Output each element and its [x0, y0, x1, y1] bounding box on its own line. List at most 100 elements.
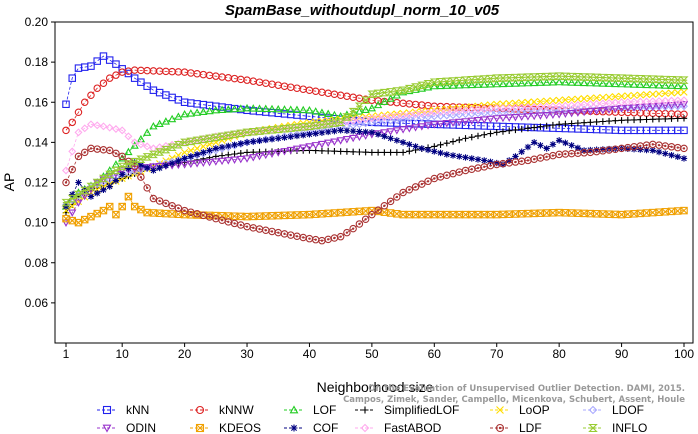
data-point — [367, 103, 377, 112]
data-point-dot — [626, 146, 630, 149]
data-point — [74, 128, 83, 137]
data-point — [155, 148, 165, 156]
data-point-dot — [145, 186, 149, 190]
data-point — [167, 143, 177, 151]
data-point — [467, 76, 477, 84]
data-point-dot — [208, 215, 211, 219]
data-point — [217, 132, 227, 141]
data-point-dot — [389, 200, 392, 203]
data-point — [99, 206, 108, 215]
data-point — [680, 155, 688, 162]
data-point — [124, 132, 133, 141]
data-point — [442, 120, 451, 128]
data-point — [290, 424, 298, 432]
data-point — [399, 111, 408, 120]
data-point-dot — [420, 182, 424, 186]
data-point — [386, 116, 395, 125]
data-point — [442, 81, 451, 89]
data-point — [343, 208, 351, 216]
data-point — [124, 192, 133, 201]
data-point-dot — [651, 143, 654, 146]
data-point — [248, 127, 258, 136]
data-point — [230, 130, 240, 139]
data-point — [506, 157, 513, 164]
data-point — [637, 116, 644, 123]
data-point — [573, 109, 583, 117]
data-point — [536, 97, 545, 106]
legend-item-lof: LOF — [284, 403, 336, 417]
data-point — [423, 122, 433, 130]
data-point — [573, 101, 582, 110]
data-point-dot — [289, 233, 292, 237]
data-point — [393, 149, 401, 156]
data-point — [199, 142, 207, 150]
data-point — [418, 180, 426, 188]
data-point — [543, 209, 551, 217]
data-point — [474, 211, 482, 219]
data-point — [662, 150, 669, 157]
data-point — [474, 105, 482, 114]
data-point — [555, 137, 563, 144]
data-point — [125, 165, 132, 172]
data-point — [348, 107, 358, 116]
legend-label: FastABOD — [384, 421, 442, 434]
data-point — [330, 209, 339, 217]
data-point — [666, 76, 677, 84]
data-point — [649, 209, 657, 217]
data-point — [430, 211, 438, 219]
data-point — [418, 145, 426, 152]
data-point — [218, 143, 226, 151]
data-point — [368, 149, 376, 156]
data-point — [655, 115, 663, 123]
data-point-dot — [120, 155, 124, 158]
data-point — [168, 160, 176, 167]
data-point — [449, 152, 457, 159]
legend-item-odin: ODIN — [97, 421, 156, 434]
data-point — [149, 121, 158, 130]
data-point — [155, 88, 164, 97]
data-point — [496, 406, 504, 414]
data-point — [611, 79, 620, 88]
data-point — [61, 219, 71, 227]
data-point — [511, 79, 520, 87]
data-point — [142, 153, 152, 161]
data-point — [373, 100, 383, 109]
data-point — [579, 78, 589, 87]
data-point — [468, 133, 475, 141]
data-point — [374, 113, 383, 122]
data-point — [617, 74, 627, 82]
data-point — [611, 93, 619, 101]
data-point — [261, 126, 271, 135]
data-point — [80, 98, 89, 107]
legend-item-knn: kNN — [97, 403, 149, 417]
data-point-dot — [532, 158, 536, 161]
data-point — [94, 190, 101, 197]
data-point-dot — [439, 175, 442, 179]
data-point — [324, 128, 332, 136]
series-line — [65, 91, 685, 211]
data-point — [680, 115, 688, 122]
data-point — [317, 120, 327, 129]
data-point — [274, 149, 283, 157]
data-point — [568, 142, 575, 149]
data-point — [112, 71, 120, 79]
data-point — [236, 155, 245, 164]
data-point — [442, 77, 452, 86]
data-point — [124, 192, 133, 201]
y-tick-label: 0.16 — [25, 95, 49, 109]
data-point — [143, 142, 152, 151]
credit-line-2: Campos, Zimek, Sander, Campello, Micenko… — [343, 395, 685, 405]
data-point — [399, 115, 408, 124]
data-point — [374, 206, 382, 214]
data-point — [74, 152, 83, 161]
data-point — [75, 179, 82, 186]
data-point — [580, 119, 588, 126]
data-point — [680, 96, 688, 105]
data-point — [393, 210, 401, 218]
data-point — [436, 78, 446, 86]
data-point — [530, 78, 539, 87]
data-point — [355, 120, 364, 129]
data-point — [368, 210, 376, 219]
data-point — [411, 183, 420, 191]
data-point — [123, 160, 133, 168]
